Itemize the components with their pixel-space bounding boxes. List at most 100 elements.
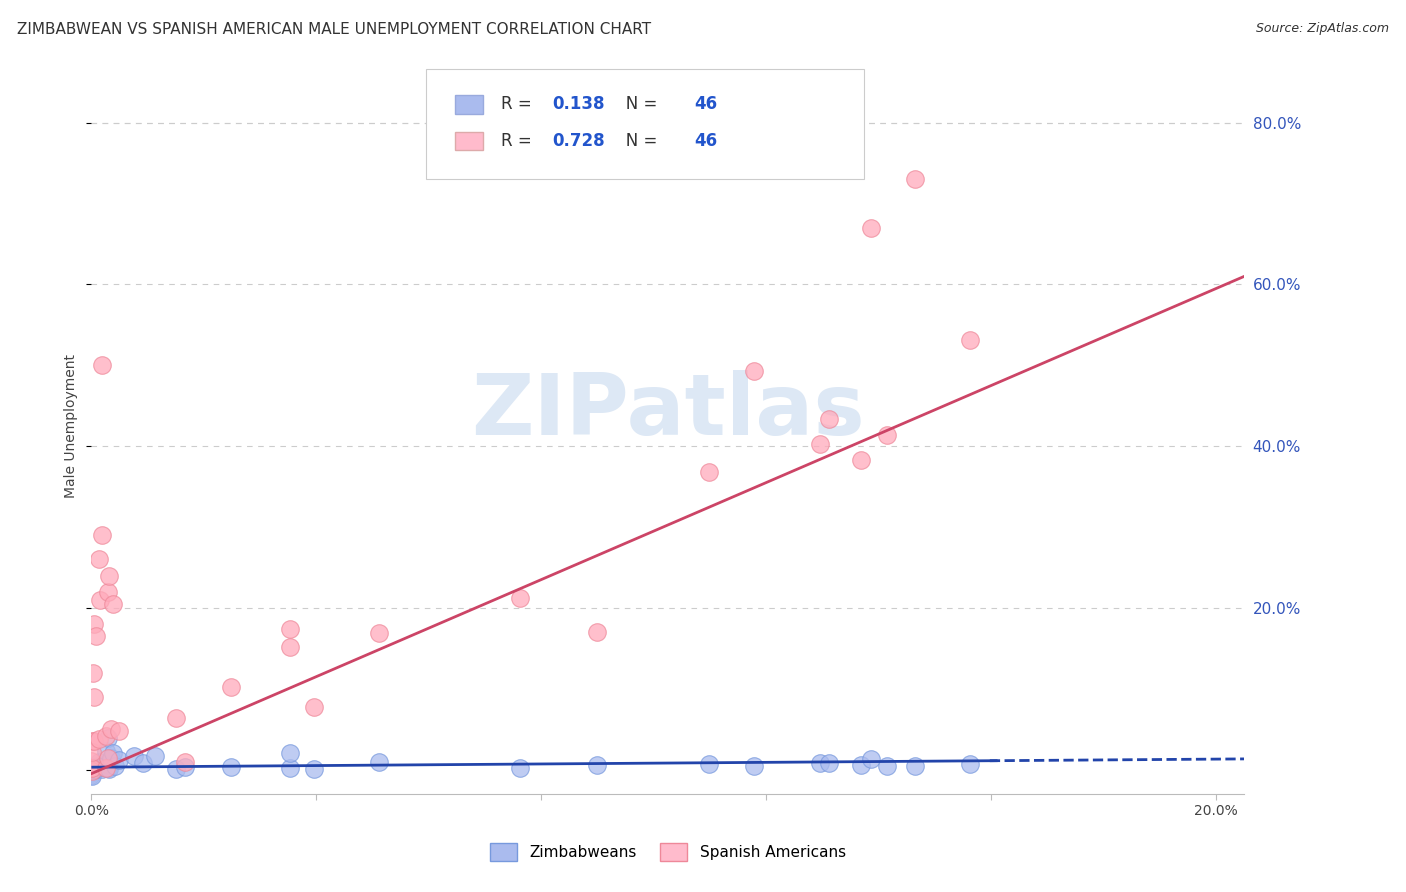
Point — [87, 731, 110, 746]
Point — [80, 755, 103, 769]
Point — [849, 758, 872, 772]
Point — [132, 756, 155, 771]
Point — [278, 747, 301, 761]
Point — [278, 640, 301, 654]
Point — [174, 760, 197, 774]
FancyBboxPatch shape — [426, 69, 863, 179]
Text: ZIPatlas: ZIPatlas — [471, 369, 865, 453]
Point — [86, 763, 108, 777]
Point — [959, 757, 981, 772]
Point — [697, 757, 720, 772]
Point — [87, 755, 110, 769]
Point — [904, 172, 927, 186]
Point — [368, 755, 391, 769]
Point — [98, 568, 121, 582]
Point — [83, 760, 105, 774]
Point — [97, 750, 120, 764]
Point — [959, 333, 981, 347]
Point — [87, 757, 110, 772]
Point — [818, 756, 841, 770]
Point — [165, 711, 187, 725]
Point — [96, 744, 118, 758]
FancyBboxPatch shape — [454, 95, 484, 113]
Point — [174, 755, 197, 769]
Point — [91, 760, 114, 774]
Point — [89, 759, 111, 773]
Point — [80, 733, 103, 747]
Point — [818, 411, 841, 425]
Point — [586, 758, 609, 772]
Point — [108, 723, 131, 738]
Point — [90, 762, 112, 776]
Point — [96, 761, 118, 775]
Point — [83, 690, 105, 704]
Text: R =: R = — [501, 132, 537, 150]
Y-axis label: Male Unemployment: Male Unemployment — [65, 354, 79, 498]
Point — [278, 761, 301, 775]
Point — [509, 591, 531, 606]
Point — [80, 769, 103, 783]
Point — [86, 629, 108, 643]
Point — [304, 762, 326, 776]
Point — [80, 745, 103, 759]
Point — [849, 453, 872, 467]
Point — [100, 751, 122, 765]
Point — [83, 734, 105, 748]
Point — [221, 680, 243, 694]
Text: 0.728: 0.728 — [553, 132, 605, 150]
Point — [82, 763, 104, 777]
Point — [83, 617, 105, 632]
Point — [876, 428, 898, 442]
Point — [97, 761, 120, 775]
Point — [104, 798, 127, 813]
Point — [697, 466, 720, 480]
Point — [859, 220, 882, 235]
Point — [278, 622, 301, 636]
Point — [97, 584, 120, 599]
Point — [90, 528, 112, 542]
Point — [82, 665, 104, 680]
Text: 46: 46 — [695, 132, 717, 150]
Point — [876, 759, 898, 773]
Point — [108, 753, 131, 767]
Point — [104, 758, 127, 772]
Point — [98, 763, 121, 777]
Point — [96, 756, 118, 771]
Point — [97, 731, 120, 745]
Point — [304, 699, 326, 714]
Text: ZIMBABWEAN VS SPANISH AMERICAN MALE UNEMPLOYMENT CORRELATION CHART: ZIMBABWEAN VS SPANISH AMERICAN MALE UNEM… — [17, 22, 651, 37]
Point — [80, 762, 103, 776]
Point — [143, 749, 166, 764]
Point — [89, 592, 111, 607]
Point — [91, 359, 114, 373]
Point — [83, 762, 105, 776]
Point — [87, 552, 110, 566]
Text: Source: ZipAtlas.com: Source: ZipAtlas.com — [1256, 22, 1389, 36]
Point — [80, 761, 103, 775]
Text: 0.138: 0.138 — [553, 95, 605, 113]
Point — [859, 752, 882, 766]
Point — [80, 761, 103, 775]
Point — [80, 761, 103, 775]
Point — [808, 437, 831, 451]
Point — [100, 722, 122, 736]
Point — [368, 626, 391, 640]
Text: R =: R = — [501, 95, 537, 113]
Point — [221, 760, 243, 774]
Legend: Zimbabweans, Spanish Americans: Zimbabweans, Spanish Americans — [484, 838, 852, 867]
Point — [80, 766, 103, 780]
Text: 46: 46 — [695, 95, 717, 113]
Point — [80, 759, 103, 773]
Point — [80, 764, 103, 778]
Point — [122, 803, 145, 817]
Point — [808, 756, 831, 770]
Point — [80, 768, 103, 782]
Text: N =: N = — [610, 132, 662, 150]
Point — [744, 364, 766, 378]
Point — [83, 762, 105, 776]
Point — [744, 759, 766, 773]
FancyBboxPatch shape — [454, 132, 484, 151]
Point — [132, 803, 155, 817]
Point — [586, 625, 609, 640]
Point — [122, 749, 145, 764]
